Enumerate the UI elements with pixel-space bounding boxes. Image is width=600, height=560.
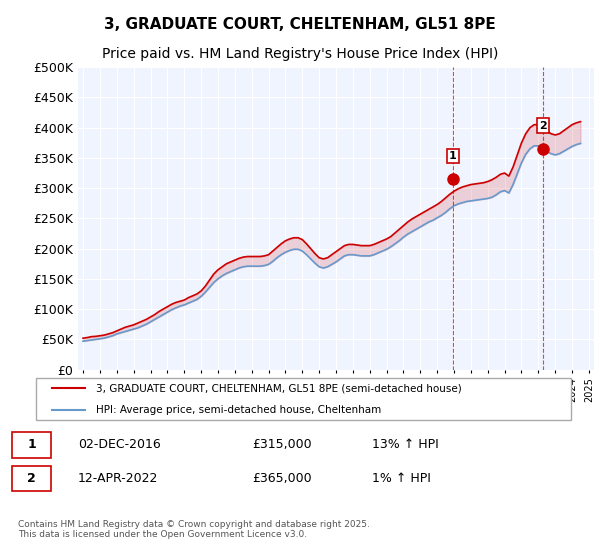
Text: £315,000: £315,000 — [252, 438, 311, 451]
Text: 1: 1 — [28, 438, 36, 451]
Text: 3, GRADUATE COURT, CHELTENHAM, GL51 8PE (semi-detached house): 3, GRADUATE COURT, CHELTENHAM, GL51 8PE … — [96, 383, 462, 393]
Text: 2: 2 — [539, 121, 547, 130]
FancyBboxPatch shape — [12, 466, 51, 491]
Text: 2: 2 — [28, 472, 36, 485]
Text: 1% ↑ HPI: 1% ↑ HPI — [372, 472, 431, 485]
Text: £365,000: £365,000 — [252, 472, 311, 485]
Text: Price paid vs. HM Land Registry's House Price Index (HPI): Price paid vs. HM Land Registry's House … — [102, 47, 498, 61]
Text: HPI: Average price, semi-detached house, Cheltenham: HPI: Average price, semi-detached house,… — [96, 405, 382, 415]
Text: 13% ↑ HPI: 13% ↑ HPI — [372, 438, 439, 451]
Text: 1: 1 — [449, 151, 457, 161]
Text: 02-DEC-2016: 02-DEC-2016 — [78, 438, 161, 451]
FancyBboxPatch shape — [35, 377, 571, 421]
Text: 12-APR-2022: 12-APR-2022 — [78, 472, 158, 485]
Text: Contains HM Land Registry data © Crown copyright and database right 2025.
This d: Contains HM Land Registry data © Crown c… — [18, 520, 370, 539]
Text: 3, GRADUATE COURT, CHELTENHAM, GL51 8PE: 3, GRADUATE COURT, CHELTENHAM, GL51 8PE — [104, 17, 496, 32]
FancyBboxPatch shape — [12, 432, 51, 458]
